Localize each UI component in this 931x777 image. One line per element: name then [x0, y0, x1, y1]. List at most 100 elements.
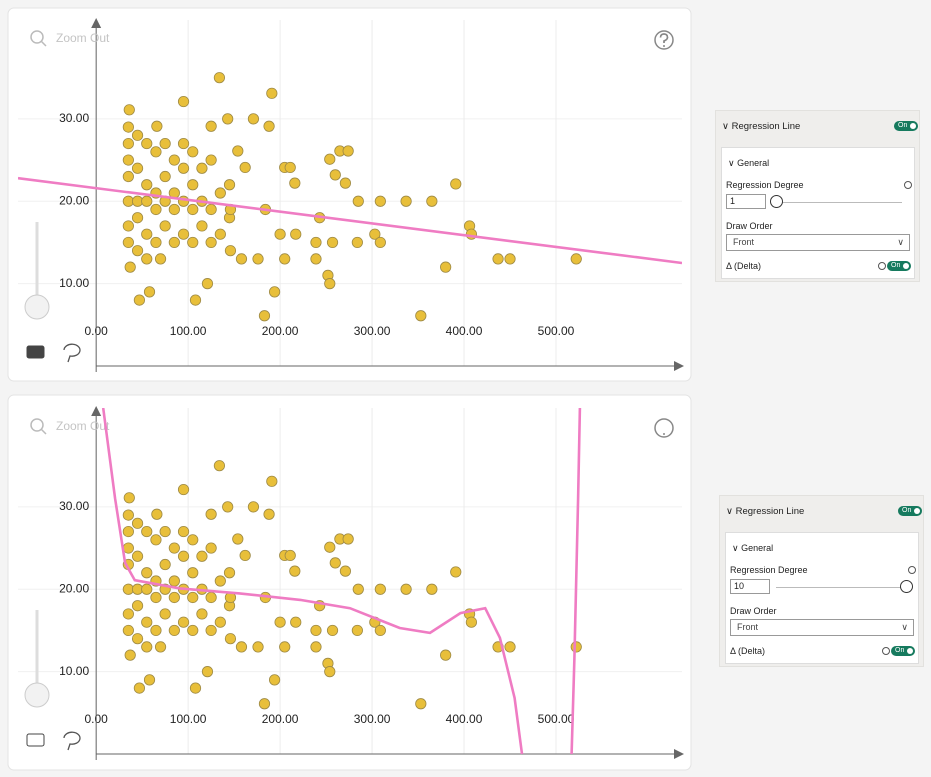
data-point	[154, 253, 167, 265]
data-point	[570, 641, 582, 653]
data-point	[352, 195, 364, 207]
data-point	[168, 203, 180, 216]
order-label: Draw Order	[730, 606, 777, 616]
data-point	[159, 220, 171, 232]
degree-slider-knob[interactable]	[770, 195, 783, 208]
order-dropdown[interactable]: Front ∨	[726, 234, 910, 251]
data-point	[284, 549, 296, 562]
degree-input[interactable]: 10	[730, 579, 770, 594]
degree-input[interactable]: 1	[726, 194, 766, 209]
data-point	[222, 113, 234, 125]
toggle[interactable]: On	[894, 121, 918, 131]
data-point	[187, 179, 199, 191]
y-tick-label: 20.00	[59, 581, 89, 595]
degree-label: Regression Degree	[726, 180, 804, 190]
panel-title[interactable]: ∨ Regression Line	[726, 506, 804, 517]
data-point	[122, 509, 134, 521]
section: ∨ General Regression Degree 10 Draw Orde…	[725, 532, 919, 664]
lasso-icon	[63, 731, 81, 751]
zoom-slider-knob	[24, 294, 50, 320]
data-point	[133, 682, 145, 694]
data-point	[247, 501, 260, 513]
panel-title-text: Regression Line	[731, 121, 801, 132]
data-point	[214, 187, 226, 199]
data-point	[329, 557, 341, 569]
data-point	[150, 146, 162, 158]
card	[7, 394, 692, 771]
data-point	[131, 129, 144, 141]
degree-slider[interactable]	[776, 587, 906, 588]
data-point	[426, 583, 438, 595]
lasso-icon	[63, 343, 81, 363]
info-icon	[904, 181, 912, 189]
zoom-icon	[30, 418, 44, 432]
axis-arrow	[91, 406, 102, 416]
help-icon	[654, 418, 674, 438]
data-point	[141, 179, 153, 191]
data-point	[263, 508, 275, 520]
data-point	[187, 146, 199, 158]
data-point	[124, 261, 136, 273]
data-point	[141, 641, 153, 653]
info-icon	[878, 262, 886, 270]
data-point	[223, 179, 236, 191]
toggle[interactable]: On	[887, 261, 911, 271]
data-point	[141, 195, 153, 207]
data-point	[310, 253, 322, 265]
data-point	[189, 294, 202, 306]
data-point	[400, 195, 412, 207]
y-tick-label: 30.00	[59, 499, 89, 513]
data-point	[150, 203, 162, 216]
data-point	[369, 228, 381, 240]
data-point	[168, 236, 180, 249]
data-point	[168, 591, 180, 604]
settings-panel: ∨ Regression Line On ∨ General Regressio…	[719, 495, 924, 667]
data-point	[123, 104, 135, 116]
data-point	[177, 550, 190, 562]
y-tick-label: 30.00	[59, 111, 89, 125]
data-point	[324, 153, 336, 165]
data-point	[263, 120, 275, 132]
degree-slider[interactable]	[772, 202, 902, 203]
x-tick-label: 500.00	[538, 712, 575, 726]
data-point	[326, 236, 339, 249]
x-tick-label: 300.00	[354, 324, 391, 338]
chevron: ∨	[726, 506, 733, 517]
data-point	[570, 253, 582, 265]
section-title[interactable]: ∨ General	[728, 158, 770, 168]
data-point	[232, 145, 244, 157]
data-point	[232, 533, 244, 545]
data-point	[177, 137, 190, 150]
data-point	[274, 228, 286, 240]
data-point	[224, 245, 237, 257]
data-point	[131, 162, 144, 174]
data-point	[187, 591, 199, 604]
data-point	[122, 542, 134, 554]
data-point	[168, 575, 180, 587]
data-point	[177, 95, 190, 108]
degree-slider-knob[interactable]	[900, 580, 913, 593]
order-value: Front	[733, 237, 755, 247]
toggle[interactable]: On	[898, 506, 922, 516]
y-tick-label: 20.00	[59, 193, 89, 207]
data-point	[154, 641, 167, 653]
data-point	[450, 566, 462, 578]
data-point	[151, 120, 163, 132]
toggle[interactable]: On	[891, 646, 915, 656]
y-tick-label: 10.00	[59, 276, 89, 290]
order-dropdown[interactable]: Front ∨	[730, 619, 914, 636]
panel-title[interactable]: ∨ Regression Line	[722, 121, 800, 132]
data-point	[235, 641, 248, 653]
data-point	[284, 161, 296, 174]
data-point	[274, 616, 286, 628]
data-point	[415, 310, 427, 322]
data-point	[252, 641, 264, 653]
x-tick-label: 400.00	[446, 324, 483, 338]
data-point	[131, 245, 144, 257]
data-point	[239, 549, 251, 562]
data-point	[374, 624, 386, 637]
data-point	[205, 203, 217, 216]
section-title[interactable]: ∨ General	[732, 543, 774, 553]
data-point	[177, 483, 190, 496]
